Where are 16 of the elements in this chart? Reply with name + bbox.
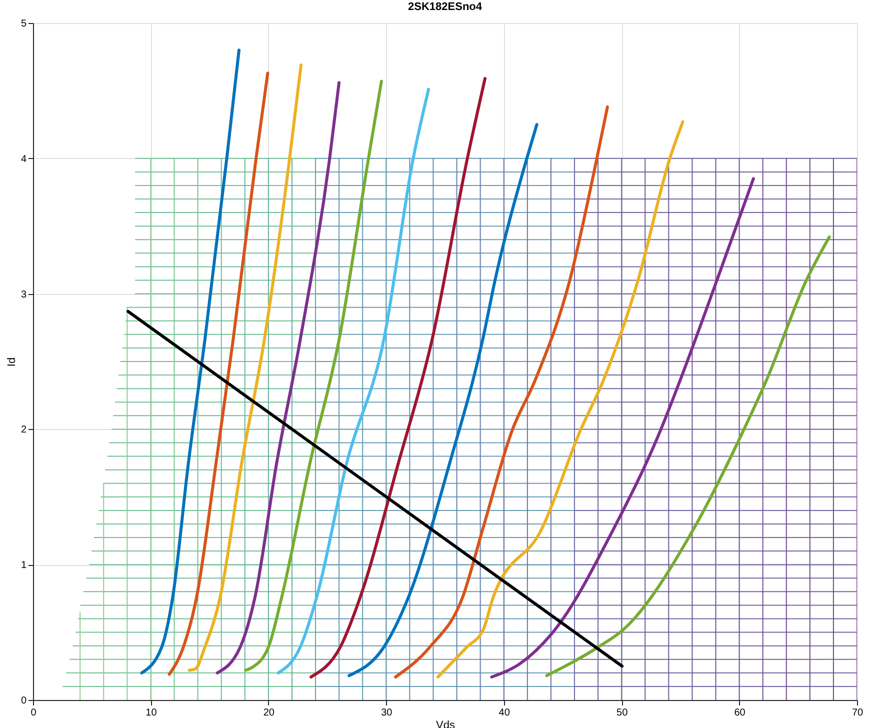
x-tick-label: 10 (146, 708, 158, 718)
chart-title: 2SK182ESno4 (408, 1, 483, 13)
x-tick-label: 0 (30, 708, 37, 718)
x-tick-label: 20 (263, 708, 275, 718)
x-tick-label: 70 (852, 708, 864, 718)
x-tick-label: 30 (381, 708, 393, 718)
y-axis-title: Id (6, 357, 18, 367)
y-tick-label: 0 (20, 696, 27, 706)
x-tick-label: 60 (734, 708, 746, 718)
x-tick-label: 40 (498, 708, 510, 718)
y-tick-label: 4 (20, 154, 27, 165)
y-tick-label: 2 (20, 424, 27, 436)
y-tick-label: 1 (20, 560, 27, 572)
x-tick-label: 50 (616, 708, 628, 718)
y-tick-label: 3 (20, 289, 27, 300)
y-tick-label: 5 (20, 18, 27, 30)
